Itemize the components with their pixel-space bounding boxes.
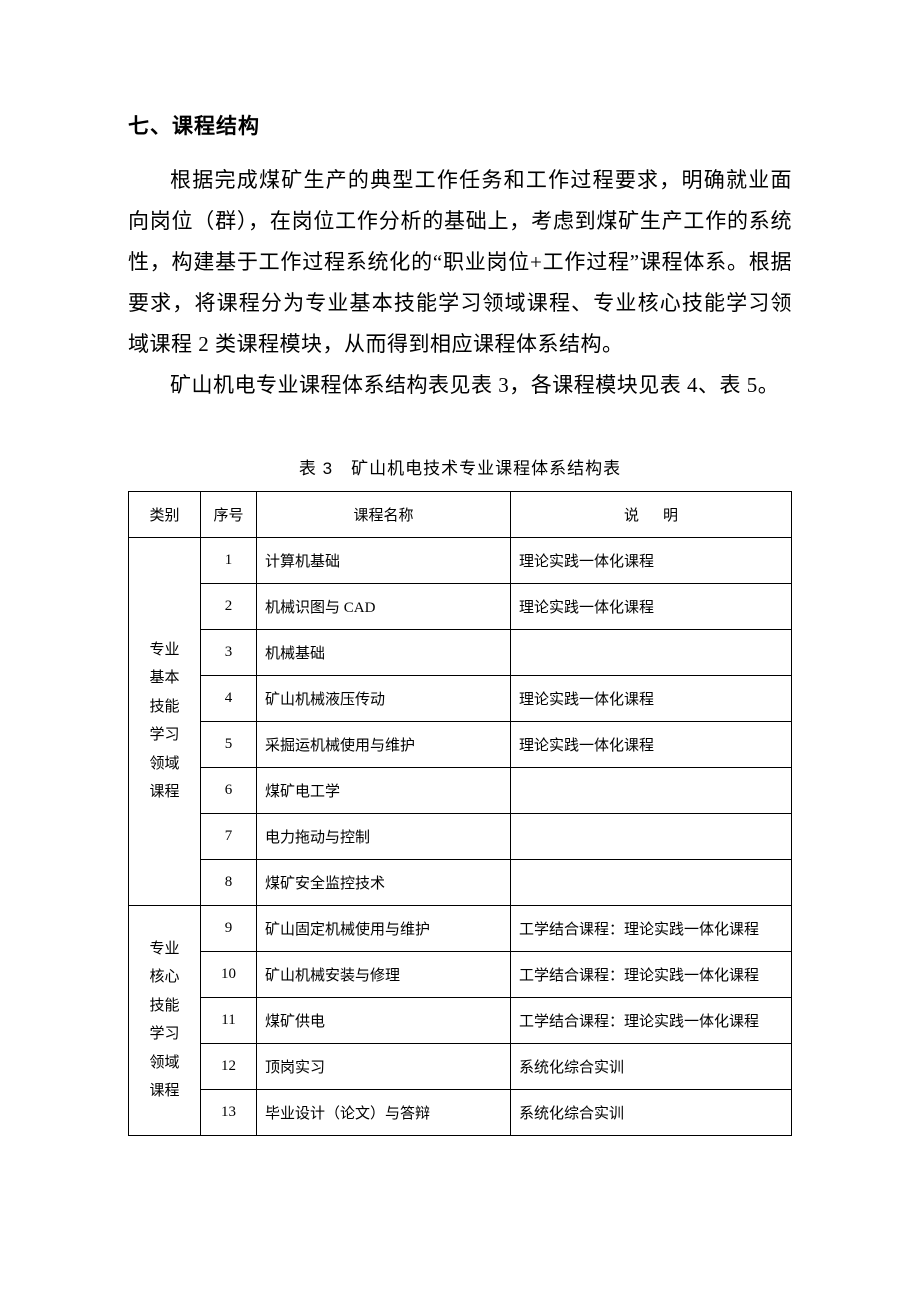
seq-cell: 11 — [201, 997, 257, 1043]
category-line: 学习 — [137, 1020, 192, 1049]
name-cell: 煤矿电工学 — [257, 767, 511, 813]
desc-cell: 系统化综合实训 — [511, 1043, 792, 1089]
name-cell: 矿山机械安装与修理 — [257, 951, 511, 997]
table-header-row: 类别 序号 课程名称 说明 — [129, 491, 792, 537]
name-cell: 煤矿供电 — [257, 997, 511, 1043]
seq-cell: 1 — [201, 537, 257, 583]
table-row: 8煤矿安全监控技术 — [129, 859, 792, 905]
desc-cell — [511, 859, 792, 905]
col-desc-b: 明 — [663, 507, 678, 524]
category-line: 核心 — [137, 963, 192, 992]
category-line: 技能 — [137, 693, 192, 722]
table-row: 13毕业设计（论文）与答辩系统化综合实训 — [129, 1089, 792, 1135]
section-heading: 七、课程结构 — [128, 110, 792, 140]
desc-cell: 系统化综合实训 — [511, 1089, 792, 1135]
name-cell: 顶岗实习 — [257, 1043, 511, 1089]
name-cell: 计算机基础 — [257, 537, 511, 583]
category-line: 技能 — [137, 992, 192, 1021]
category-cell: 专业基本技能学习领域课程 — [129, 537, 201, 905]
table-row: 2机械识图与 CAD理论实践一体化课程 — [129, 583, 792, 629]
desc-cell: 理论实践一体化课程 — [511, 721, 792, 767]
seq-cell: 10 — [201, 951, 257, 997]
name-cell: 煤矿安全监控技术 — [257, 859, 511, 905]
desc-cell — [511, 629, 792, 675]
desc-cell: 工学结合课程：理论实践一体化课程 — [511, 951, 792, 997]
body-paragraph: 矿山机电专业课程体系结构表见表 3，各课程模块见表 4、表 5。 — [128, 365, 792, 406]
table-row: 6煤矿电工学 — [129, 767, 792, 813]
desc-cell: 理论实践一体化课程 — [511, 583, 792, 629]
name-cell: 矿山固定机械使用与维护 — [257, 905, 511, 951]
desc-cell: 工学结合课程：理论实践一体化课程 — [511, 997, 792, 1043]
category-line: 基本 — [137, 664, 192, 693]
col-desc: 说明 — [511, 491, 792, 537]
course-table: 类别 序号 课程名称 说明 专业基本技能学习领域课程1计算机基础理论实践一体化课… — [128, 491, 792, 1136]
seq-cell: 12 — [201, 1043, 257, 1089]
seq-cell: 9 — [201, 905, 257, 951]
table-row: 12顶岗实习系统化综合实训 — [129, 1043, 792, 1089]
table-row: 5采掘运机械使用与维护理论实践一体化课程 — [129, 721, 792, 767]
name-cell: 矿山机械液压传动 — [257, 675, 511, 721]
course-table-block: 表 3 矿山机电技术专业课程体系结构表 类别 序号 课程名称 说明 专业基本技能… — [128, 454, 792, 1136]
col-name: 课程名称 — [257, 491, 511, 537]
table-row: 专业核心技能学习领域课程9矿山固定机械使用与维护工学结合课程：理论实践一体化课程 — [129, 905, 792, 951]
desc-cell — [511, 767, 792, 813]
body-paragraph: 根据完成煤矿生产的典型工作任务和工作过程要求，明确就业面向岗位（群），在岗位工作… — [128, 160, 792, 365]
col-category: 类别 — [129, 491, 201, 537]
seq-cell: 3 — [201, 629, 257, 675]
seq-cell: 13 — [201, 1089, 257, 1135]
category-line: 领域 — [137, 750, 192, 779]
seq-cell: 4 — [201, 675, 257, 721]
category-line: 学习 — [137, 721, 192, 750]
category-line: 课程 — [137, 1077, 192, 1106]
table-row: 专业基本技能学习领域课程1计算机基础理论实践一体化课程 — [129, 537, 792, 583]
name-cell: 毕业设计（论文）与答辩 — [257, 1089, 511, 1135]
seq-cell: 8 — [201, 859, 257, 905]
name-cell: 机械基础 — [257, 629, 511, 675]
col-desc-a: 说 — [624, 507, 639, 524]
category-line: 专业 — [137, 636, 192, 665]
seq-cell: 2 — [201, 583, 257, 629]
name-cell: 电力拖动与控制 — [257, 813, 511, 859]
table-row: 7电力拖动与控制 — [129, 813, 792, 859]
category-line: 领域 — [137, 1049, 192, 1078]
name-cell: 采掘运机械使用与维护 — [257, 721, 511, 767]
table-row: 3机械基础 — [129, 629, 792, 675]
category-line: 课程 — [137, 778, 192, 807]
name-cell: 机械识图与 CAD — [257, 583, 511, 629]
table-caption: 表 3 矿山机电技术专业课程体系结构表 — [128, 454, 792, 479]
seq-cell: 5 — [201, 721, 257, 767]
col-seq: 序号 — [201, 491, 257, 537]
seq-cell: 7 — [201, 813, 257, 859]
desc-cell: 工学结合课程：理论实践一体化课程 — [511, 905, 792, 951]
desc-cell: 理论实践一体化课程 — [511, 675, 792, 721]
table-row: 11煤矿供电工学结合课程：理论实践一体化课程 — [129, 997, 792, 1043]
category-cell: 专业核心技能学习领域课程 — [129, 905, 201, 1135]
table-row: 10矿山机械安装与修理工学结合课程：理论实践一体化课程 — [129, 951, 792, 997]
desc-cell — [511, 813, 792, 859]
desc-cell: 理论实践一体化课程 — [511, 537, 792, 583]
table-row: 4矿山机械液压传动理论实践一体化课程 — [129, 675, 792, 721]
category-line: 专业 — [137, 935, 192, 964]
seq-cell: 6 — [201, 767, 257, 813]
